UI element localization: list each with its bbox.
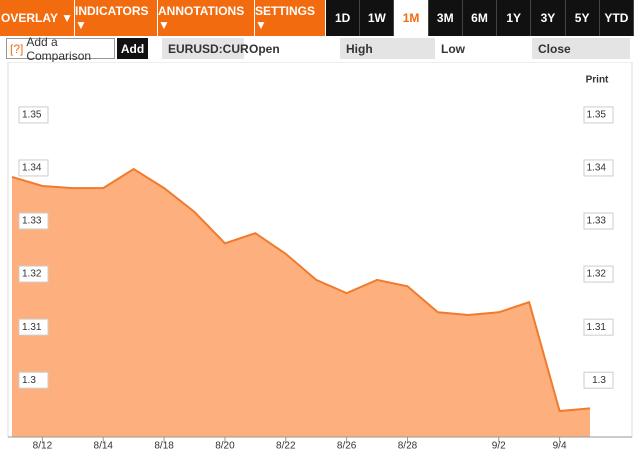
symbol: EURUSD:CUR: [162, 38, 249, 59]
help-icon[interactable]: [?]: [10, 41, 24, 56]
y-tick-box: [583, 265, 614, 283]
menu-button[interactable]: ANNOTATIONS ▼: [158, 0, 255, 36]
range-button[interactable]: 6M: [462, 0, 498, 36]
range-group: 1D 1W 1M 3M 6M 1Y 3Y 5Y YTD: [326, 0, 634, 36]
y-tick-label: 1.3: [592, 375, 606, 386]
chart: Print 1.3 1.3 1.31 1.31 1.32 1.32 1.33 1.33 1.34…: [7, 62, 633, 452]
range-button[interactable]: 3Y: [531, 0, 566, 36]
menu-button[interactable]: SETTINGS ▼: [255, 0, 326, 36]
y-tick-box: [583, 318, 614, 336]
print-link[interactable]: Print: [586, 75, 609, 86]
y-tick-box: [18, 265, 49, 283]
x-tick-label: 8/12: [33, 441, 53, 452]
y-tick-label: 1.34: [587, 163, 607, 174]
y-tick-label: 1.31: [587, 322, 607, 333]
x-tick-label: 8/26: [337, 441, 357, 452]
area-fill: [12, 169, 590, 437]
x-tick-label: 8/14: [94, 441, 114, 452]
field: High: [340, 38, 435, 59]
y-tick-label: 1.33: [587, 216, 607, 227]
y-tick-box: [583, 159, 614, 177]
menu-button[interactable]: INDICATORS ▼: [75, 0, 158, 36]
toolbar: OVERLAY ▼ INDICATORS ▼ ANNOTATIONS ▼ SET…: [0, 0, 634, 36]
field: Open: [249, 41, 280, 56]
menu-button[interactable]: OVERLAY ▼: [0, 0, 75, 36]
x-tick-label: 9/4: [553, 441, 567, 452]
y-tick-label: 1.32: [587, 269, 607, 280]
range-button[interactable]: 5Y: [565, 0, 600, 36]
x-tick-label: 8/18: [154, 441, 174, 452]
price-line: [11, 167, 591, 413]
y-tick-box: [18, 159, 49, 177]
y-tick-box: [18, 371, 49, 389]
range-button[interactable]: YTD: [599, 0, 634, 36]
comparison-input[interactable]: [?] Add a Comparison: [6, 35, 115, 63]
y-tick-box: [18, 106, 49, 124]
y-tick-box: [583, 371, 614, 389]
y-tick-label: 1.35: [587, 110, 607, 121]
x-tick-label: 8/22: [276, 441, 296, 452]
y-tick-box: [583, 106, 614, 124]
range-button[interactable]: 1D: [326, 0, 361, 36]
add-button[interactable]: Add: [117, 38, 148, 59]
y-tick-box: [18, 318, 49, 336]
y-tick-label: 1.33: [22, 216, 42, 227]
y-tick-label: 1.3: [22, 375, 36, 386]
x-tick-label: 8/28: [398, 441, 418, 452]
y-tick-box: [583, 212, 614, 230]
placeholder: Add a Comparison: [26, 34, 92, 63]
field: Close: [532, 38, 630, 59]
y-tick-label: 1.35: [22, 110, 42, 121]
range-button[interactable]: 1M: [394, 0, 429, 36]
y-tick-label: 1.31: [22, 322, 42, 333]
y-tick-box: [18, 212, 49, 230]
range-button[interactable]: 1Y: [497, 0, 532, 36]
y-tick-label: 1.34: [22, 163, 42, 174]
field: Low: [441, 41, 465, 56]
comparison-bar: [?] Add a Comparison Add EURUSD:CUR Open…: [0, 35, 634, 63]
x-tick-label: 9/2: [492, 441, 506, 452]
x-tick-label: 8/20: [215, 441, 235, 452]
range-button[interactable]: 1W: [360, 0, 395, 36]
range-button[interactable]: 3M: [428, 0, 463, 36]
y-tick-label: 1.32: [22, 269, 42, 280]
